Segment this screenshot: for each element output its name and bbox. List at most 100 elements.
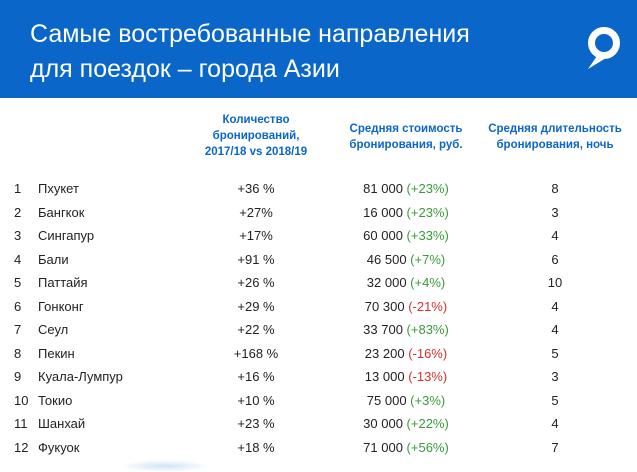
header-count-line-2: бронирований, [212, 130, 300, 142]
location-pin-logo-icon [588, 27, 620, 69]
average-nights: 3 [551, 369, 559, 384]
cost-value: 16 000 [363, 204, 403, 220]
average-cost: 32 000 (+4%) [336, 275, 476, 290]
cost-value: 32 000 [366, 275, 407, 290]
average-nights: 5 [551, 345, 559, 361]
city-name: Пхукет [38, 181, 79, 196]
bookings-growth: +10 % [237, 392, 275, 408]
row-number: 10 [14, 392, 29, 408]
cost-change: (+23%) [406, 181, 449, 196]
cost-change: (+3%) [410, 392, 446, 408]
city-name: Бангкок [38, 204, 85, 220]
average-cost: 46 500 (+7%) [336, 252, 476, 267]
bookings-growth: +22 % [237, 322, 275, 337]
city-name: Фукуок [38, 439, 80, 455]
row-number: 8 [14, 345, 22, 361]
table-row: 3 Сингапур +17% 60 000 (+33%) 4 [0, 225, 637, 249]
table-row: 10 Токио +10 % 75 000 (+3%) 5 [0, 390, 637, 414]
table-row: 9 Куала-Лумпур +16 % 13 000 (-13%) 3 [0, 366, 637, 390]
header-average-cost: Средняя стоимость бронирования, руб. [336, 121, 476, 153]
cost-value: 13 000 [364, 369, 405, 384]
average-nights: 6 [551, 251, 559, 267]
bookings-growth: +91 % [237, 251, 275, 267]
title-line-2: для поездок – города Азии [30, 55, 340, 83]
cost-change: (-13%) [408, 369, 448, 384]
cost-change: (+83%) [406, 322, 449, 337]
header-average-duration: Средняя длительность бронирования, ночь [480, 121, 630, 153]
table-row: 1 Пхукет +36 % 81 000 (+23%) 8 [0, 178, 637, 202]
cost-change: (+4%) [410, 275, 446, 290]
row-number: 7 [14, 322, 22, 337]
city-name: Пекин [38, 345, 75, 361]
bookings-growth: +17% [239, 228, 273, 243]
bookings-growth: +26 % [237, 275, 275, 290]
header-banner: Самые востребованные направления для пое… [0, 0, 637, 98]
bookings-growth: +29 % [237, 298, 275, 314]
average-cost: 60 000 (+33%) [336, 228, 476, 243]
average-cost: 33 700 (+83%) [336, 322, 476, 337]
city-name: Сингапур [38, 228, 95, 243]
title-line-1: Самые востребованные направления [30, 20, 470, 48]
average-nights: 4 [551, 228, 559, 243]
average-cost: 30 000 (+22%) [336, 416, 476, 431]
table-row: 2 Бангкок +27% 16 000 (+23%) 3 [0, 202, 637, 226]
cost-change: (+33%) [406, 228, 449, 243]
destinations-table: 1 Пхукет +36 % 81 000 (+23%) 8 2 Бангкок +27% 16… [0, 178, 637, 460]
row-number: 1 [14, 181, 22, 196]
average-cost: 16 000 (+23%) [336, 205, 476, 220]
city-name: Бали [38, 251, 69, 267]
cost-change: (+56%) [406, 439, 449, 455]
table-row: 4 Бали +91 % 46 500 (+7%) 6 [0, 249, 637, 273]
bookings-growth: +16 % [237, 369, 275, 384]
row-number: 11 [14, 416, 28, 431]
row-number: 12 [14, 439, 29, 455]
cost-value: 70 300 [364, 298, 405, 314]
average-nights: 4 [551, 298, 559, 314]
average-nights: 4 [551, 416, 559, 431]
cost-change: (+22%) [406, 416, 449, 431]
average-nights: 8 [551, 181, 559, 196]
city-name: Паттайя [38, 275, 88, 290]
average-cost: 75 000 (+3%) [336, 393, 476, 408]
cost-value: 30 000 [363, 416, 403, 431]
bookings-growth: +23 % [237, 416, 275, 431]
average-nights: 5 [551, 392, 559, 408]
cost-value: 60 000 [363, 228, 403, 243]
bookings-growth: +18 % [237, 439, 275, 455]
average-nights: 10 [547, 275, 563, 290]
average-nights: 7 [551, 439, 559, 455]
cost-change: (+23%) [406, 204, 449, 220]
table-row: 12 Фукуок +18 % 71 000 (+56%) 7 [0, 437, 637, 461]
average-cost: 81 000 (+23%) [336, 181, 476, 196]
page-title: Самые востребованные направления для пое… [30, 17, 550, 87]
header-bookings-count: Количество бронирований, 2017/18 vs 2018… [196, 112, 316, 160]
average-nights: 4 [551, 322, 559, 337]
cost-value: 23 200 [364, 345, 405, 361]
city-name: Токио [38, 392, 73, 408]
bookings-growth: +36 % [237, 181, 275, 196]
table-row: 7 Сеул +22 % 33 700 (+83%) 4 [0, 319, 637, 343]
city-name: Гонконг [38, 298, 84, 314]
cost-change: (-16%) [408, 345, 448, 361]
bookings-growth: +27% [239, 204, 273, 220]
bookings-growth: +168 % [233, 345, 279, 361]
cost-change: (-21%) [408, 298, 448, 314]
city-name: Куала-Лумпур [38, 369, 123, 384]
row-number: 3 [14, 228, 22, 243]
average-nights: 3 [551, 204, 559, 220]
average-cost: 23 200 (-16%) [336, 346, 476, 361]
row-number: 9 [14, 369, 22, 384]
header-cost-line-1: Средняя стоимость [349, 123, 463, 135]
table-row: 5 Паттайя +26 % 32 000 (+4%) 10 [0, 272, 637, 296]
cost-value: 75 000 [366, 392, 407, 408]
average-cost: 71 000 (+56%) [336, 440, 476, 455]
header-cost-line-2: бронирования, руб. [349, 139, 463, 151]
row-number: 2 [14, 204, 22, 220]
header-duration-line-2: бронирования, ночь [496, 139, 614, 151]
row-number: 4 [14, 251, 22, 267]
cost-value: 71 000 [363, 439, 403, 455]
table-row: 8 Пекин +168 % 23 200 (-16%) 5 [0, 343, 637, 367]
header-count-line-1: Количество [222, 114, 290, 126]
cost-value: 33 700 [363, 322, 403, 337]
header-count-line-3: 2017/18 vs 2018/19 [204, 146, 308, 158]
